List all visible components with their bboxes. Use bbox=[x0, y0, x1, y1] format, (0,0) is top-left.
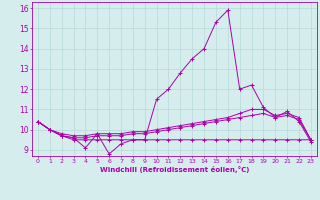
X-axis label: Windchill (Refroidissement éolien,°C): Windchill (Refroidissement éolien,°C) bbox=[100, 166, 249, 173]
